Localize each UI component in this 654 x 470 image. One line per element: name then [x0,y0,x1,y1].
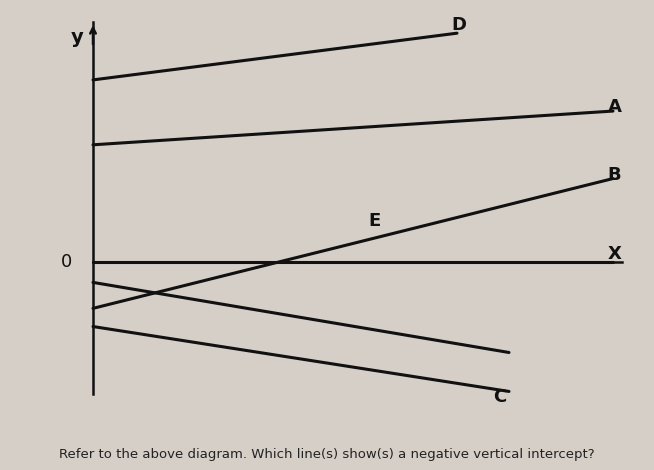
Text: E: E [369,212,381,230]
Text: A: A [608,98,622,116]
Text: X: X [608,245,622,263]
Text: 0: 0 [61,253,73,271]
Text: B: B [608,165,621,184]
Text: D: D [452,16,467,34]
Text: Refer to the above diagram. Which line(s) show(s) a negative vertical intercept?: Refer to the above diagram. Which line(s… [60,447,594,461]
Text: C: C [493,388,507,406]
Text: y: y [71,28,84,47]
